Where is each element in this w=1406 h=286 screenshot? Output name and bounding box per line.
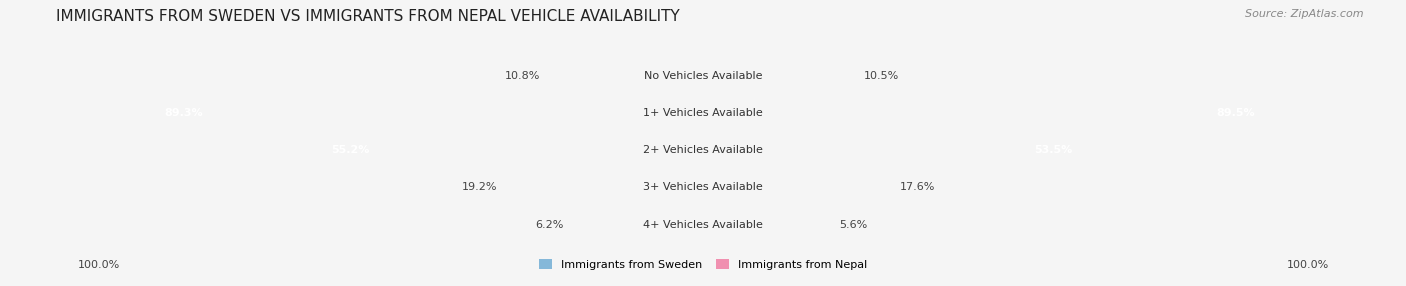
Text: 100.0%: 100.0% — [1286, 260, 1329, 269]
Text: 5.6%: 5.6% — [839, 220, 868, 229]
Text: No Vehicles Available: No Vehicles Available — [644, 71, 762, 81]
Text: 17.6%: 17.6% — [900, 182, 935, 192]
Text: 4+ Vehicles Available: 4+ Vehicles Available — [643, 220, 763, 229]
Text: 10.5%: 10.5% — [865, 71, 900, 81]
Text: 89.3%: 89.3% — [165, 108, 202, 118]
Text: Source: ZipAtlas.com: Source: ZipAtlas.com — [1246, 9, 1364, 19]
Text: 100.0%: 100.0% — [77, 260, 120, 269]
Text: 19.2%: 19.2% — [463, 182, 498, 192]
Text: 55.2%: 55.2% — [330, 145, 370, 155]
Text: 89.5%: 89.5% — [1216, 108, 1256, 118]
Text: 3+ Vehicles Available: 3+ Vehicles Available — [643, 182, 763, 192]
Text: 10.8%: 10.8% — [505, 71, 540, 81]
Text: IMMIGRANTS FROM SWEDEN VS IMMIGRANTS FROM NEPAL VEHICLE AVAILABILITY: IMMIGRANTS FROM SWEDEN VS IMMIGRANTS FRO… — [56, 9, 681, 23]
Text: 53.5%: 53.5% — [1033, 145, 1071, 155]
Text: 1+ Vehicles Available: 1+ Vehicles Available — [643, 108, 763, 118]
Text: 2+ Vehicles Available: 2+ Vehicles Available — [643, 145, 763, 155]
Legend: Immigrants from Sweden, Immigrants from Nepal: Immigrants from Sweden, Immigrants from … — [534, 255, 872, 274]
Text: 6.2%: 6.2% — [536, 220, 564, 229]
